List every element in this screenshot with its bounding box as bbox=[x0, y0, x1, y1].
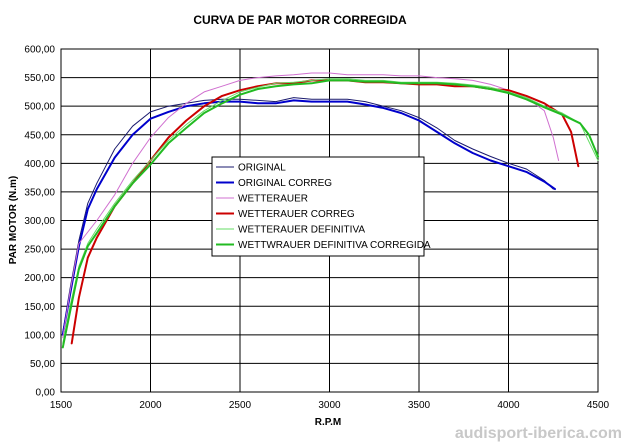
x-axis-label: R.P.M bbox=[315, 417, 342, 428]
y-tick-label: 500,00 bbox=[24, 102, 55, 113]
y-tick-label: 350,00 bbox=[24, 187, 55, 198]
legend-entry: ORIGINAL CORREG bbox=[238, 178, 332, 189]
y-tick-label: 150,00 bbox=[24, 302, 55, 313]
plot-area bbox=[60, 48, 599, 393]
series-lines bbox=[61, 72, 599, 349]
x-tick-label: 1500 bbox=[50, 400, 73, 411]
y-tick-label: 550,00 bbox=[24, 73, 55, 84]
x-tick-label: 3000 bbox=[318, 400, 341, 411]
x-tick-label: 3500 bbox=[408, 400, 431, 411]
y-tick-labels: 0,00 50,00 100,00 150,00 200,00 250,00 300,00 3… bbox=[24, 45, 55, 399]
y-tick-label: 600,00 bbox=[24, 45, 55, 56]
legend-entry: WETTERAUER DEFINITIVA bbox=[238, 225, 365, 236]
x-tick-label: 2500 bbox=[229, 400, 252, 411]
y-tick-label: 0,00 bbox=[36, 388, 56, 399]
y-tick-label: 100,00 bbox=[24, 330, 55, 341]
watermark-text: audisport-iberica.com bbox=[455, 425, 622, 442]
chart-title: CURVA DE PAR MOTOR CORREGIDA bbox=[193, 13, 407, 27]
x-tick-label: 4000 bbox=[497, 400, 520, 411]
x-tick-labels: 1500 2000 2500 3000 3500 4000 4500 bbox=[50, 400, 610, 411]
legend-entry: WETTERAUER bbox=[238, 194, 308, 205]
y-tick-label: 200,00 bbox=[24, 273, 55, 284]
series-line-1 bbox=[62, 97, 554, 333]
legend-entry: WETTERAUER CORREG bbox=[238, 209, 355, 220]
series-line-6 bbox=[61, 79, 599, 349]
series-line-3 bbox=[62, 72, 560, 339]
legend-entry: ORIGINAL bbox=[238, 163, 286, 174]
y-axis-label: PAR MOTOR (N.m) bbox=[8, 176, 19, 265]
y-tick-label: 250,00 bbox=[24, 245, 55, 256]
legend-entry: WETTWRAUER DEFINITIVA CORREGIDA bbox=[238, 240, 431, 251]
series-line-2 bbox=[61, 99, 556, 336]
x-tick-label: 4500 bbox=[587, 400, 610, 411]
y-tick-label: 450,00 bbox=[24, 130, 55, 141]
x-tick-label: 2000 bbox=[139, 400, 162, 411]
y-tick-label: 300,00 bbox=[24, 216, 55, 227]
series-line-5 bbox=[62, 78, 599, 344]
y-tick-label: 50,00 bbox=[30, 359, 55, 370]
legend: ORIGINAL ORIGINAL CORREG WETTERAUER WETTERA… bbox=[211, 156, 431, 257]
legend-box bbox=[211, 156, 425, 257]
y-tick-label: 400,00 bbox=[24, 159, 55, 170]
